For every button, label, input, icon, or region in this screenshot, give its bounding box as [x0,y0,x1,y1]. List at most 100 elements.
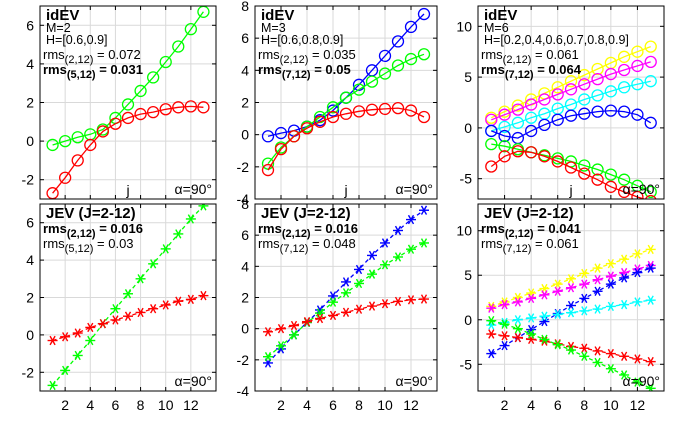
rms-value: = 0.05 [311,62,351,77]
data-point [617,81,631,94]
data-point [592,263,603,273]
series-red-line [52,294,204,342]
data-point [524,111,538,124]
data-point [551,88,564,101]
data-point [591,105,604,118]
data-point [354,304,364,314]
rms-subscript: (2,12) [65,54,94,66]
asterisk-stroke [621,351,628,361]
data-point [339,107,353,120]
data-point [499,331,510,341]
data-point [47,380,58,391]
data-point [135,274,146,284]
data-point [605,301,616,312]
data-point [645,244,656,255]
y-tick-label: 5 [464,267,472,283]
data-point [604,104,618,117]
asterisk-stroke [488,301,495,312]
asterisk-stroke [407,214,415,225]
asterisk-stroke [581,279,588,289]
data-point [619,299,630,310]
data-point [326,110,340,124]
asterisk-stroke [381,260,389,270]
data-point [578,68,591,82]
asterisk-stroke [99,318,106,329]
data-point [551,152,564,165]
asterisk-stroke [554,339,561,350]
asterisk-stroke [355,264,363,275]
data-point [511,103,525,116]
data-point [619,273,630,283]
y-tick-label: 2 [26,290,34,306]
y-tick-label: 0 [241,321,249,337]
rms-value: = 0.016 [96,221,143,236]
asterisk-stroke [355,304,363,314]
data-point [631,190,644,199]
data-point [60,332,71,342]
data-point [578,167,591,180]
data-point [146,106,160,119]
asterisk-stroke [74,350,81,361]
data-point [110,315,121,325]
asterisk-stroke [329,310,337,321]
asterisk-stroke [541,311,548,321]
data-point [391,101,405,115]
data-point [96,125,110,138]
asterisk-stroke [394,296,402,307]
data-point [617,105,631,118]
data-point [326,104,340,117]
data-point [380,260,390,270]
y-tick-label: 6 [241,227,249,243]
asterisk-stroke [647,244,654,255]
data-point [354,264,364,275]
rms-value: = 0.064 [534,62,582,77]
plot-area [47,204,209,391]
data-point [391,59,405,72]
data-point [197,6,210,18]
data-point [380,238,390,248]
data-point [486,303,497,313]
y-tick-label: 8 [241,0,249,14]
data-point [499,319,510,329]
data-point [538,93,551,106]
x-tick-label: 2 [277,397,285,413]
data-point [486,348,497,359]
data-point [121,98,135,111]
y-tick-label: 0 [241,127,249,143]
asterisk-stroke [175,229,182,239]
data-point [592,286,603,296]
x-tick-label: 8 [137,397,145,413]
rms-subscript: (2,12) [505,228,534,240]
series-yellow-line [491,45,651,119]
rms-value: = 0.035 [308,47,355,62]
asterisk-stroke [501,340,508,351]
asterisk-stroke [594,263,601,273]
data-point [71,154,84,167]
series-cyan-line [491,80,651,132]
asterisk-stroke [316,313,324,324]
rms-subscript: (2,12) [503,54,532,66]
data-point [592,346,603,356]
data-point [71,131,84,144]
data-point [72,350,83,361]
x-tick-label: 12 [403,397,419,413]
asterisk-stroke [621,299,628,310]
asterisk-stroke [368,269,376,279]
data-point [632,377,643,387]
data-point [289,320,299,331]
y-tick-label: -2 [22,364,35,380]
panel-title: JEV (J=2-12) [261,205,351,222]
data-point [644,40,657,53]
data-point [406,295,416,305]
data-point [302,316,312,327]
rms-label: rms(2,12) = 0.016 [258,221,358,240]
data-point [524,124,538,138]
y-tick-label: 2 [241,290,249,306]
asterisk-stroke [501,331,508,341]
panel-info: M=3 [261,21,286,35]
data-point [579,293,590,304]
asterisk-stroke [634,377,641,387]
data-point [539,316,550,327]
